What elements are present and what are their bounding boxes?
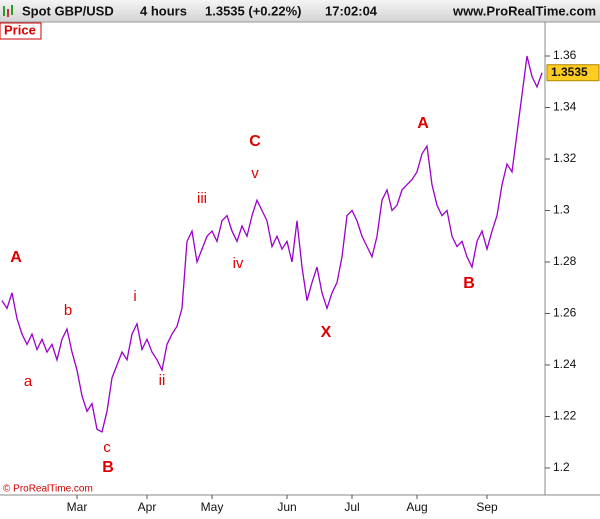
copyright: © ProRealTime.com <box>3 484 93 495</box>
header-bar <box>0 0 600 22</box>
y-tick-label: 1.26 <box>553 306 577 320</box>
icon <box>3 6 5 16</box>
y-tick-label: 1.22 <box>553 409 577 423</box>
wave-label: c <box>103 439 111 456</box>
site: www.ProRealTime.com <box>452 3 596 18</box>
y-tick-label: 1.32 <box>553 151 577 165</box>
y-tick-label: 1.34 <box>553 100 577 114</box>
y-tick-label: 1.36 <box>553 48 577 62</box>
wave-label: iv <box>233 255 244 272</box>
quote: 1.3535 (+0.22%) <box>205 3 301 18</box>
y-tick-label: 1.24 <box>553 357 577 371</box>
wave-label: i <box>133 288 136 305</box>
wave-label: ii <box>159 372 166 389</box>
wave-label: iii <box>197 190 207 207</box>
wave-label: B <box>463 275 475 292</box>
wave-label: B <box>102 459 114 476</box>
x-tick-label: Aug <box>406 500 427 514</box>
price-line <box>1 55 543 433</box>
x-tick-label: Sep <box>476 500 498 514</box>
wave-label: b <box>64 302 72 319</box>
panel-label: Price <box>4 22 36 37</box>
panel-label-box <box>0 22 42 40</box>
icon <box>7 9 9 17</box>
x-tick-label: Apr <box>138 500 157 514</box>
last-price-label: 1.3535 <box>551 65 588 79</box>
wave-label: a <box>24 373 33 390</box>
x-tick-label: Jul <box>344 500 359 514</box>
wave-label: A <box>417 115 429 132</box>
last-price-box <box>546 64 600 82</box>
x-tick-label: May <box>201 500 224 514</box>
period: 4 hours <box>140 3 187 18</box>
symbol: Spot GBP/USD <box>22 3 114 18</box>
wave-label: C <box>249 133 261 150</box>
y-tick-label: 1.3 <box>553 203 570 217</box>
y-tick-label: 1.2 <box>553 460 570 474</box>
y-tick-label: 1.28 <box>553 254 577 268</box>
time: 17:02:04 <box>325 3 378 18</box>
wave-label: A <box>10 249 22 266</box>
wave-label: v <box>251 165 259 182</box>
icon <box>11 5 13 15</box>
x-tick-label: Jun <box>277 500 296 514</box>
x-tick-label: Mar <box>67 500 88 514</box>
wave-label: X <box>321 324 332 341</box>
